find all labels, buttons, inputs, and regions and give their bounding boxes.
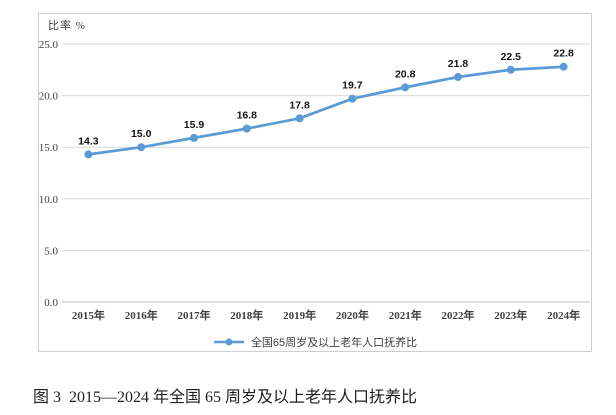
x-tick-label: 2019年 [283, 308, 316, 322]
data-point-marker [84, 150, 93, 159]
x-tick-label: 2024年 [547, 308, 580, 322]
x-tick-label: 2022年 [442, 308, 475, 322]
chart-legend: 全国65周岁及以上老年人口抚养比 [38, 333, 592, 351]
x-tick-label: 2018年 [230, 308, 263, 322]
series-line [87, 65, 565, 156]
legend-label: 全国65周岁及以上老年人口抚养比 [250, 337, 418, 349]
data-point-marker [348, 94, 357, 103]
data-point-marker [454, 73, 462, 82]
y-tick-label: 20.0 [39, 91, 59, 103]
y-tick-label: 5.0 [44, 245, 58, 257]
y-axis-title: 比率 % [48, 20, 86, 32]
data-point-marker [242, 124, 251, 133]
x-tick-label: 2023年 [494, 308, 527, 322]
data-label: 16.8 [237, 110, 258, 122]
x-tick-label: 2020年 [336, 308, 369, 322]
data-label: 20.8 [395, 68, 416, 80]
data-label: 14.3 [78, 135, 99, 147]
data-label: 21.8 [448, 58, 469, 70]
data-point-marker [137, 143, 146, 152]
data-label: 17.8 [289, 99, 310, 111]
x-tick-label: 2015年 [72, 308, 105, 322]
y-tick-label: 0.0 [44, 297, 58, 309]
data-label: 22.8 [553, 48, 574, 60]
figure-caption: 图 3 2015—2024 年全国 65 周岁及以上老年人口抚养比 [33, 389, 418, 406]
data-label: 15.9 [184, 119, 205, 131]
y-tick-label: 25.0 [39, 39, 59, 51]
x-tick-label: 2017年 [178, 308, 211, 322]
x-tick-label: 2016年 [125, 308, 158, 322]
y-tick-label: 10.0 [39, 194, 59, 206]
data-point-marker [190, 133, 198, 142]
data-label: 15.0 [131, 128, 152, 140]
legend-line-marker-icon [213, 338, 244, 346]
y-tick-label: 15.0 [39, 142, 59, 154]
data-point-marker [506, 65, 515, 74]
data-point-marker [559, 62, 568, 71]
chart-frame [38, 13, 592, 352]
data-point-marker [295, 114, 304, 123]
data-point-marker [401, 83, 410, 92]
data-label: 19.7 [342, 80, 363, 92]
data-label: 22.5 [501, 51, 522, 63]
x-tick-label: 2021年 [389, 308, 422, 322]
